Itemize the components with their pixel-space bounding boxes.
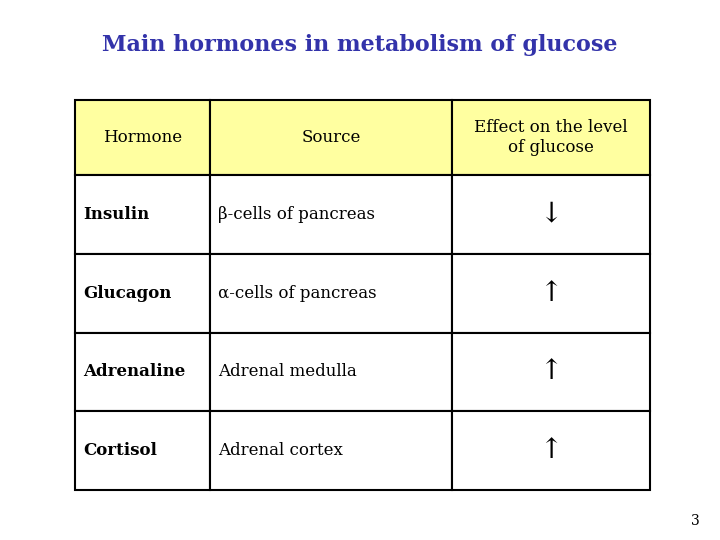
Bar [451,175,650,254]
Text: 3: 3 [691,514,700,528]
Text: Insulin: Insulin [83,206,149,223]
Bar [210,175,451,254]
Text: Adrenaline: Adrenaline [83,363,185,380]
Bar [75,175,210,254]
Text: β-cells of pancreas: β-cells of pancreas [218,206,375,223]
Bar [210,100,451,175]
Bar [451,254,650,333]
Bar [210,254,451,333]
Bar [451,411,650,490]
Bar [75,100,210,175]
Text: ↓: ↓ [539,201,562,228]
Text: Cortisol: Cortisol [83,442,157,459]
Text: Effect on the level
of glucose: Effect on the level of glucose [474,119,628,157]
Bar [75,254,210,333]
Text: ↑: ↑ [539,437,562,464]
Bar [451,333,650,411]
Text: ↑: ↑ [539,359,562,386]
Text: α-cells of pancreas: α-cells of pancreas [218,285,377,302]
Text: Hormone: Hormone [103,129,182,146]
Text: Source: Source [301,129,361,146]
Bar [75,333,210,411]
Text: Main hormones in metabolism of glucose: Main hormones in metabolism of glucose [102,34,618,56]
Text: Glucagon: Glucagon [83,285,171,302]
Bar [451,100,650,175]
Bar [210,411,451,490]
Bar [210,333,451,411]
Text: ↑: ↑ [539,280,562,307]
Bar [75,411,210,490]
Text: Adrenal cortex: Adrenal cortex [218,442,343,459]
Text: Adrenal medulla: Adrenal medulla [218,363,357,380]
